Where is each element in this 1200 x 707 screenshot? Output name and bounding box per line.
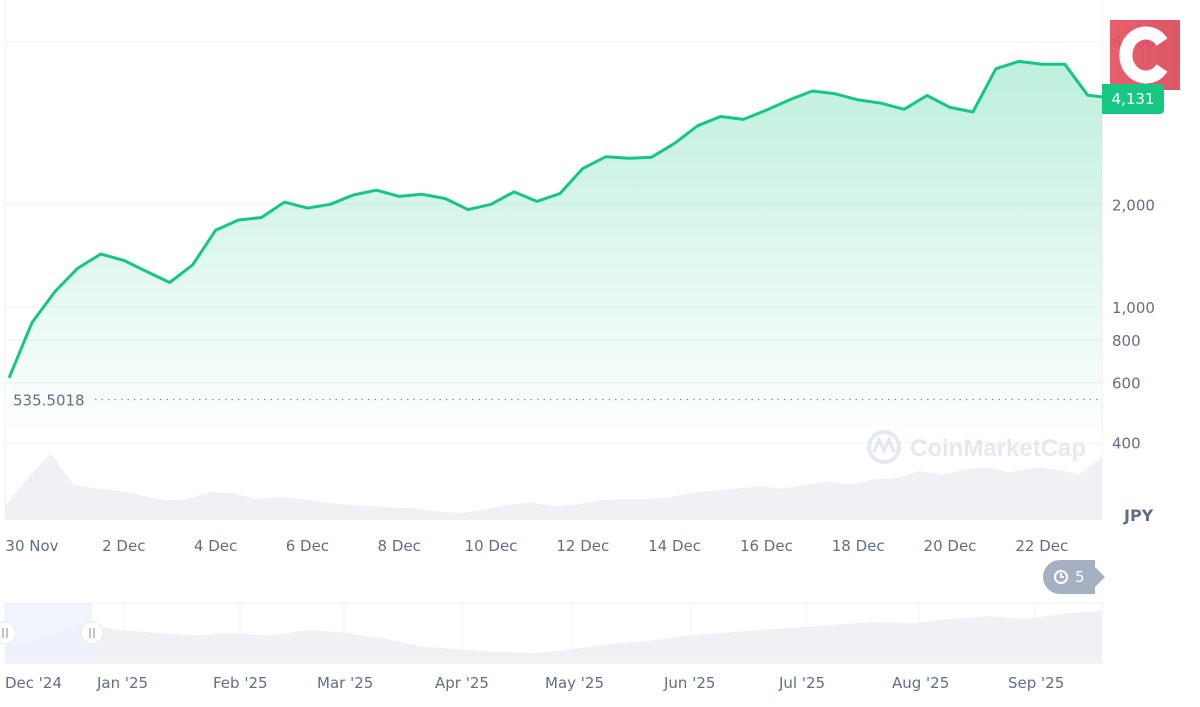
y-tick-label: 600 [1112,375,1141,393]
brand-logo [1110,20,1180,90]
navigator[interactable]: Dec '24 Jan '25 Feb '25 Mar '25 Apr '25 May '… [0,602,1103,692]
navigator-tick-label: May '25 [545,674,604,692]
y-tick-label: 800 [1112,332,1141,350]
navigator-series [5,610,1102,663]
navigator-tick-label: Sep '25 [1008,674,1064,692]
events-count: 5 [1075,568,1085,586]
navigator-tick-label: Jun '25 [663,674,715,692]
x-tick-label: 8 Dec [378,537,421,555]
y-tick-label: 1,000 [1112,299,1155,317]
navigator-tick-label: Dec '24 [5,674,62,692]
navigator-tick-label: Feb '25 [213,674,268,692]
volume-area [5,453,1102,520]
currency-label: JPY [1123,506,1154,525]
volume-bars [5,453,1102,520]
price-line [7,59,1103,379]
current-price-value: 4,131 [1111,90,1155,108]
x-tick-label: 2 Dec [102,537,145,555]
current-price-tag: 4,131 [1102,84,1164,114]
x-tick-label: 10 Dec [465,537,518,555]
price-area-fill [5,61,1102,441]
x-axis: 30 Nov 2 Dec 4 Dec 6 Dec 8 Dec 10 Dec 12 Dec 14… [5,537,1068,555]
navigator-tick-label: Mar '25 [317,674,373,692]
x-tick-label: 4 Dec [194,537,237,555]
navigator-tick-label: Jan '25 [96,674,148,692]
navigator-handle-right[interactable] [80,621,104,645]
x-tick-label: 30 Nov [5,537,58,555]
x-tick-label: 22 Dec [1015,537,1068,555]
navigator-tick-label: Apr '25 [435,674,489,692]
x-tick-label: 12 Dec [556,537,609,555]
x-tick-label: 20 Dec [924,537,977,555]
x-tick-label: 14 Dec [648,537,701,555]
clock-icon [1054,570,1068,584]
navigator-handle-left[interactable] [0,621,17,645]
y-tick-label: 400 [1112,435,1141,453]
navigator-tick-label: Aug '25 [892,674,949,692]
x-tick-label: 16 Dec [740,537,793,555]
x-tick-label: 18 Dec [832,537,885,555]
min-price-label: 535.5018 [13,391,85,409]
y-tick-label: 2,000 [1112,196,1155,214]
events-badge[interactable]: 5 [1043,560,1105,594]
navigator-selection[interactable] [5,603,92,663]
navigator-tick-label: Jul '25 [778,674,825,692]
x-tick-label: 6 Dec [286,537,329,555]
brand-c-glyph [1119,26,1168,84]
